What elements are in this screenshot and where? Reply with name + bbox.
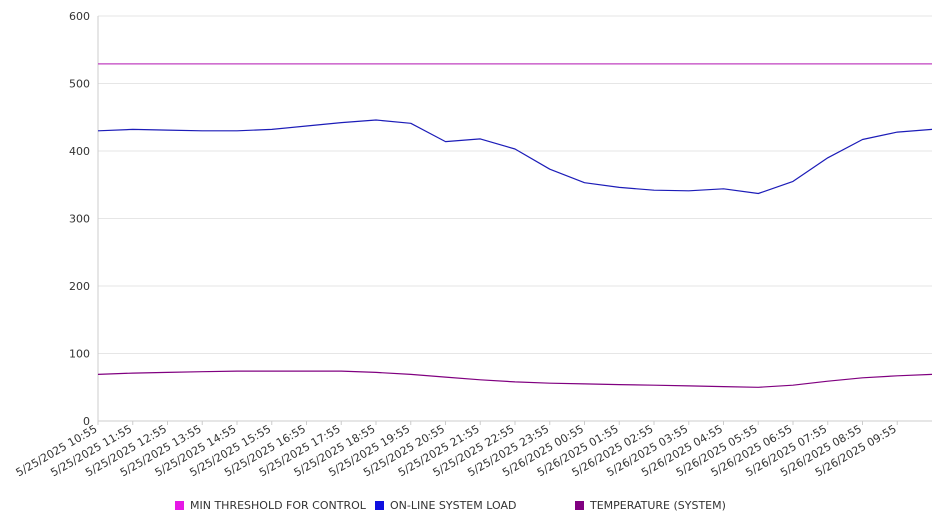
x-axis-ticks: 5/25/2025 10:555/25/2025 11:555/25/2025 … (14, 421, 899, 479)
legend-label-threshold: MIN THRESHOLD FOR CONTROL (190, 499, 366, 512)
series-line-2 (97, 370, 933, 388)
y-tick-label: 600 (69, 10, 90, 23)
legend-label-temperature: TEMPERATURE (SYSTEM) (590, 499, 726, 512)
y-tick-label: 100 (69, 348, 90, 361)
legend: MIN THRESHOLD FOR CONTROL ON-LINE SYSTEM… (0, 499, 946, 515)
series-lines (97, 63, 933, 388)
y-tick-label: 300 (69, 213, 90, 226)
legend-swatch-threshold (175, 501, 184, 510)
legend-swatch-system-load (375, 501, 384, 510)
series-line-1 (97, 119, 933, 195)
y-tick-label: 200 (69, 280, 90, 293)
line-chart: 0 100 200 300 400 500 600 5/25/2025 10:555/25/… (14, 10, 933, 479)
legend-swatch-temperature (575, 501, 584, 510)
legend-item-system-load[interactable]: ON-LINE SYSTEM LOAD (375, 499, 516, 512)
legend-item-threshold[interactable]: MIN THRESHOLD FOR CONTROL (175, 499, 366, 512)
legend-item-temperature[interactable]: TEMPERATURE (SYSTEM) (575, 499, 726, 512)
y-tick-label: 400 (69, 145, 90, 158)
grid-lines (98, 15, 932, 354)
legend-label-system-load: ON-LINE SYSTEM LOAD (390, 499, 517, 512)
y-tick-label: 500 (69, 78, 90, 91)
y-tick-label: 0 (83, 415, 90, 428)
y-axis-ticks: 0 100 200 300 400 500 600 (69, 10, 90, 428)
